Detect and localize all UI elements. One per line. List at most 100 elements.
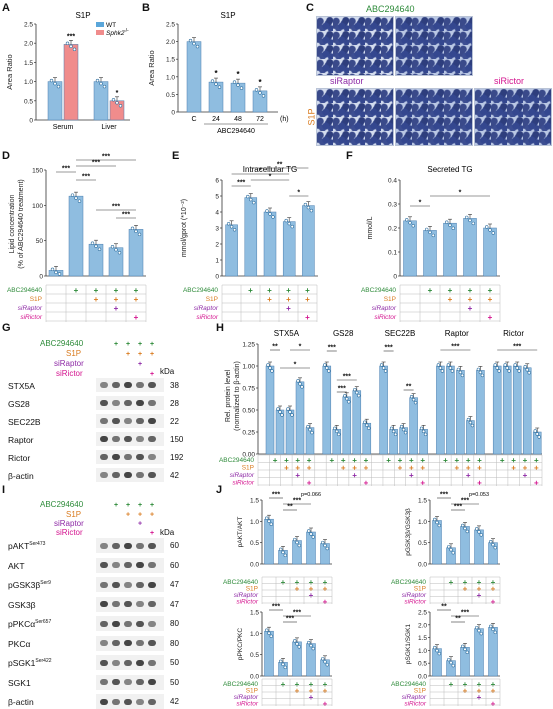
panel-b-title: S1P [220, 11, 235, 20]
blot-i-band [136, 620, 144, 627]
panel-j-chart-2-point [461, 523, 465, 528]
blot-i-band [112, 581, 120, 588]
panel-j-chart-2-point [447, 545, 451, 549]
panel-h-bar [352, 390, 362, 455]
panel-j-chart-3-point [265, 628, 269, 632]
panel-a-ytick-label: 2.5 [24, 22, 33, 29]
panel-h-plus: + [523, 471, 528, 480]
panel-h-sig-label: *** [385, 345, 393, 352]
panel-j-chart-3-point [321, 657, 325, 661]
blot-i-plus: + [126, 511, 130, 518]
panel-a-ko-point [118, 104, 123, 108]
blot-i-s1p: S1P [66, 510, 82, 519]
panel-f-point [405, 218, 409, 222]
panel-j-chart-4-point [475, 625, 479, 630]
panel-h-ylabel2: (normalized to β-actin) [234, 361, 241, 431]
panel-b-point [261, 94, 266, 98]
blot-g-kda-value: 38 [170, 381, 179, 390]
panel-h-point [476, 367, 481, 372]
panel-d-point [134, 229, 138, 234]
blot-i-band [124, 698, 132, 705]
panel-j-chart-1-ytick-label: 1.5 [250, 498, 259, 505]
panel-b-ytick-label: 1.0 [166, 74, 175, 81]
blot-i-band [124, 679, 132, 685]
panel-e-ytick-label: 0 [215, 274, 219, 281]
panel-h-point [379, 363, 384, 367]
panel-j-chart-3-treatment-label: S1P [246, 688, 258, 695]
panel-j-chart-2-point [475, 527, 479, 531]
panel-b-ytick-label: 0.5 [166, 92, 175, 99]
panel-h-bar [446, 365, 455, 455]
blot-g-band [124, 454, 132, 460]
panel-b-point [236, 83, 240, 87]
panel-d-ytick-label: 50 [36, 238, 44, 245]
panel-j-chart-3-ylabel: pPKC/PKC [237, 628, 244, 660]
blot-g-plus: + [126, 341, 130, 348]
panel-h-ytick-label: 1.00 [242, 364, 255, 371]
panel-j-chart-3-sig-label: *** [272, 604, 280, 611]
panel-h-plus: + [534, 464, 539, 473]
panel-j-chart-1-point [295, 540, 299, 545]
blot-g-band [112, 418, 120, 424]
panel-d-bar [68, 195, 84, 277]
blot-g-band [100, 382, 108, 388]
micrograph-abc [395, 16, 473, 76]
panel-j-chart-2-plus: + [449, 578, 454, 587]
panel-d-point [110, 245, 115, 249]
blot-i-protein-site: Ser9 [40, 580, 51, 587]
panel-b-point [195, 44, 200, 49]
panel-j-chart-1-pvalue: p=0.066 [301, 492, 321, 498]
panel-label-i: I [2, 484, 6, 496]
panel-h-point [401, 427, 406, 432]
panel-d-point [50, 267, 55, 272]
panel-h-point [333, 426, 337, 431]
panel-f-ytick-label: 0.2 [388, 226, 397, 233]
panel-h-point [270, 369, 274, 373]
panel-h-plus: + [466, 464, 471, 473]
panel-e-ytick-label: 4 [215, 210, 219, 217]
blot-i-siraptor: siRaptor [54, 519, 84, 528]
panel-h-point [513, 363, 517, 367]
panel-j-chart-4-sig-label: ** [455, 616, 461, 623]
panel-h-bar [275, 409, 285, 455]
panel-h-plus: + [295, 471, 300, 480]
panel-h-point [363, 420, 367, 424]
blot-i-kda-value: 60 [170, 541, 179, 550]
panel-j-chart-3-point [269, 634, 273, 638]
panel-j-chart-3-plus: + [295, 687, 300, 696]
panel-j-chart-2-treatment-label: siRictor [404, 599, 427, 606]
panel-a-legend-swatch-ko [96, 30, 104, 35]
panel-j-chart-4-ytick-label: 2.0 [418, 622, 427, 629]
blot-g-band [112, 436, 120, 442]
panel-j-chart-3-plus: + [323, 680, 328, 689]
panel-h-plus: + [523, 456, 528, 465]
panel-h-bar [512, 365, 522, 455]
blot-g-band [112, 454, 120, 460]
panel-j-chart-4-ytick-label: 0.0 [418, 674, 427, 681]
panel-h-group-label: SEC22B [385, 329, 416, 338]
panel-h-bar [522, 367, 532, 455]
panel-j-chart-4-plus: + [449, 680, 454, 689]
panel-j-chart-4-plus: + [477, 680, 482, 689]
panel-f-ylabel: mmol/L [367, 216, 374, 239]
panel-h-point [327, 369, 331, 373]
blot-g-protein-label: Rictor [8, 453, 31, 463]
panel-h-plus: + [534, 479, 539, 488]
blot-g-band [148, 382, 156, 388]
panel-b-point [192, 41, 196, 46]
panel-f-plus: + [468, 304, 473, 313]
panel-j-chart-2-point [479, 533, 483, 537]
blot-i-band [148, 562, 156, 568]
panel-e-point [290, 224, 294, 229]
panel-h-sig-label: *** [338, 386, 346, 393]
panel-j-chart-4-treatment-label: S1P [414, 688, 426, 695]
blot-i-band [148, 620, 156, 627]
blot-i-plus: + [150, 511, 154, 518]
panel-label-j: J [216, 484, 223, 496]
panel-j-chart-2-plus: + [491, 578, 496, 587]
panel-j-chart-3-plus: + [281, 680, 286, 689]
panel-b-sig-label: * [258, 78, 262, 87]
blot-g-plus: + [150, 341, 154, 348]
panel-h-sig-label: *** [451, 344, 459, 351]
blot-i-abc: ABC294640 [40, 500, 84, 509]
